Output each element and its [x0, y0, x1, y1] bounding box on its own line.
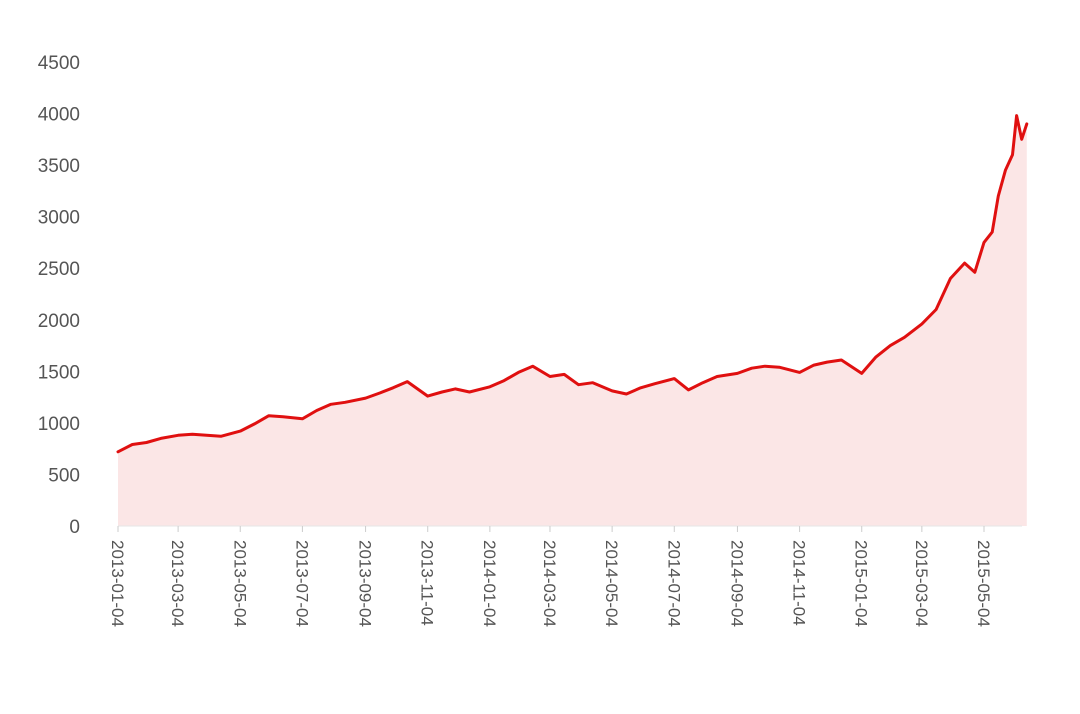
x-tick-label: 2013-05-04 [230, 540, 249, 627]
x-tick-label: 2013-07-04 [292, 540, 311, 627]
y-tick-label: 3000 [38, 208, 80, 229]
x-axis-ticks: 2013-01-04 2013-03-04 2013-05-04 2013-07-04… [108, 526, 993, 627]
x-tick-label: 2014-03-04 [540, 540, 559, 627]
x-tick-label: 2014-05-04 [602, 540, 621, 627]
y-tick-label: 4000 [38, 105, 80, 126]
x-tick-label: 2013-09-04 [356, 540, 375, 627]
y-tick-label: 500 [48, 465, 80, 486]
x-tick-label: 2015-05-04 [974, 540, 993, 627]
y-tick-label: 0 [69, 517, 80, 538]
x-tick-label: 2013-03-04 [168, 540, 187, 627]
x-tick-label: 2015-01-04 [852, 540, 871, 627]
y-tick-label: 2500 [38, 259, 80, 280]
x-tick-label: 2014-01-04 [480, 540, 499, 627]
plot-area [118, 116, 1027, 527]
y-axis-ticks: 0 500 1000 1500 2000 2500 3000 3500 4000 4500 [38, 53, 80, 538]
x-tick-label: 2013-11-04 [418, 540, 437, 626]
y-tick-label: 2000 [38, 311, 80, 332]
y-tick-label: 1000 [38, 414, 80, 435]
y-tick-label: 1500 [38, 362, 80, 383]
x-tick-label: 2015-03-04 [912, 540, 931, 627]
y-tick-label: 3500 [38, 156, 80, 177]
y-tick-label: 4500 [38, 53, 80, 74]
x-tick-label: 2014-07-04 [664, 540, 683, 627]
x-tick-label: 2014-11-04 [790, 540, 809, 626]
x-tick-label: 2014-09-04 [727, 540, 746, 627]
area-fill [118, 116, 1027, 526]
x-tick-label: 2013-01-04 [108, 540, 127, 627]
